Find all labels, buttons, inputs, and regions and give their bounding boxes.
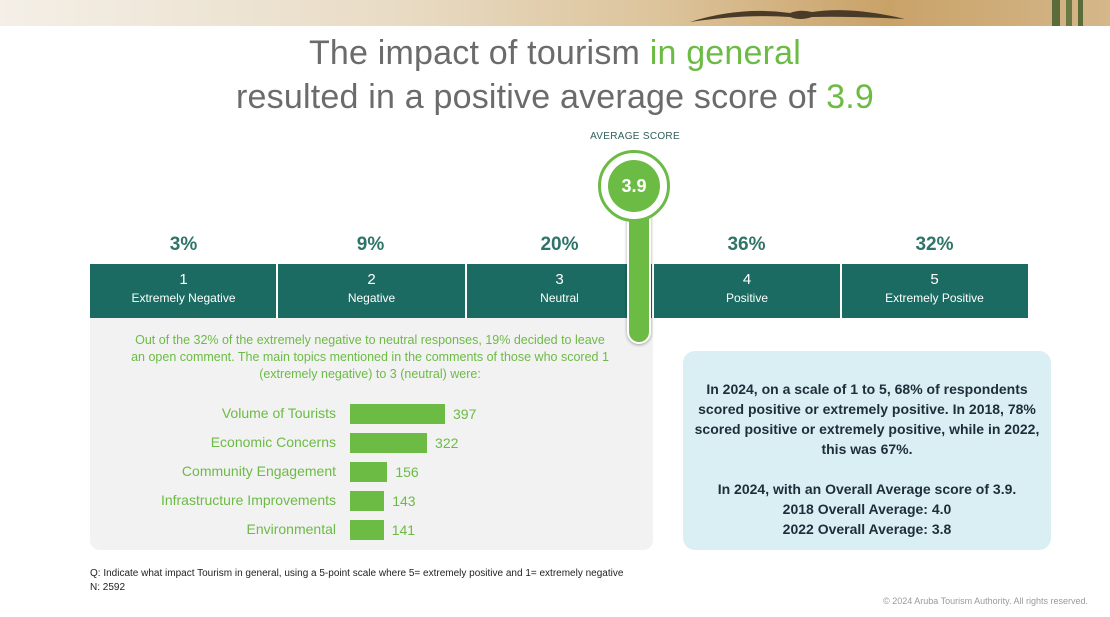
- rating-scale-bar: 1 Extremely Negative 2 Negative 3 Neutra…: [90, 264, 1028, 318]
- footnote-question: Q: Indicate what impact Tourism in gener…: [90, 568, 624, 579]
- percent-extremely-positive: 32%: [915, 234, 954, 255]
- summary-panel: In 2024, on a scale of 1 to 5, 68% of re…: [683, 351, 1051, 550]
- summary-overall-2022: 2022 Overall Average: 3.8: [782, 521, 952, 537]
- summary-overall-2024: In 2024, with an Overall Average score o…: [717, 481, 1017, 497]
- scale-number: 2: [367, 271, 376, 288]
- topic-value-label: 143: [392, 493, 416, 509]
- scale-divider: [465, 264, 467, 318]
- scale-segment-2: 2 Negative: [277, 264, 466, 318]
- topic-value-label: 156: [395, 464, 419, 480]
- topic-bar: [350, 404, 445, 424]
- scale-divider: [276, 264, 278, 318]
- copyright-notice: © 2024 Aruba Tourism Authority. All righ…: [883, 596, 1088, 606]
- summary-overall-2018: 2018 Overall Average: 4.0: [782, 501, 952, 517]
- page-title-line1: The impact of tourism in general: [0, 34, 1110, 73]
- topic-bar: [350, 491, 385, 511]
- topic-category-label: Economic Concerns: [210, 434, 336, 450]
- scale-divider: [652, 264, 654, 318]
- percent-negative: 9%: [356, 234, 385, 255]
- topic-bar: [350, 433, 428, 453]
- scale-label: Negative: [347, 291, 396, 305]
- topic-value-label: 322: [435, 435, 459, 451]
- title-accent: in general: [649, 34, 802, 72]
- title-score: 3.9: [826, 78, 874, 116]
- topics-intro-text: Out of the 32% of the extremely negative…: [131, 333, 609, 381]
- scale-segment-1: 1 Extremely Negative: [90, 264, 277, 318]
- average-score-pin: 3.9: [598, 150, 670, 222]
- scale-number: 3: [555, 271, 564, 288]
- percent-extremely-negative: 3%: [169, 234, 198, 255]
- topic-bar: [350, 462, 388, 482]
- scale-number: 4: [742, 271, 752, 288]
- header-banner-image: [0, 0, 1110, 26]
- bird-icon: [690, 0, 1083, 26]
- footnote-sample-size: N: 2592: [90, 582, 126, 593]
- average-score-value: 3.9: [608, 160, 660, 212]
- topic-category-label: Infrastructure Improvements: [160, 492, 336, 508]
- scale-label: Extremely Positive: [885, 291, 984, 305]
- summary-paragraph-1: In 2024, on a scale of 1 to 5, 68% of re…: [694, 381, 1040, 457]
- title-prefix: The impact of tourism: [308, 34, 650, 72]
- summary-paragraph-2: In 2024, with an Overall Average score o…: [689, 479, 1045, 539]
- average-score-label: AVERAGE SCORE: [590, 131, 680, 142]
- scale-segment-3: 3 Neutral: [466, 264, 653, 318]
- page-title-line2: resulted in a positive average score of …: [0, 78, 1110, 117]
- topic-value-label: 397: [453, 406, 477, 422]
- scale-number: 5: [930, 271, 939, 288]
- percent-positive: 36%: [727, 234, 766, 255]
- topic-category-label: Volume of Tourists: [221, 405, 336, 421]
- scale-label: Extremely Negative: [131, 291, 236, 305]
- percent-neutral: 20%: [540, 234, 579, 255]
- average-score-pin-stem: [627, 205, 651, 344]
- topic-bar: [350, 520, 384, 540]
- scale-segment-4: 4 Positive: [653, 264, 841, 318]
- topic-category-label: Environmental: [246, 521, 337, 537]
- scale-number: 1: [179, 271, 188, 288]
- scale-divider: [840, 264, 842, 318]
- topic-category-label: Community Engagement: [181, 463, 336, 479]
- scale-label: Positive: [725, 291, 769, 305]
- scale-label: Neutral: [540, 291, 579, 305]
- topic-value-label: 141: [391, 522, 416, 538]
- title-prefix-2: resulted in a positive average score of: [236, 78, 827, 116]
- open-comments-panel: Out of the 32% of the extremely negative…: [90, 318, 653, 550]
- scale-segment-5: 5 Extremely Positive: [841, 264, 1028, 318]
